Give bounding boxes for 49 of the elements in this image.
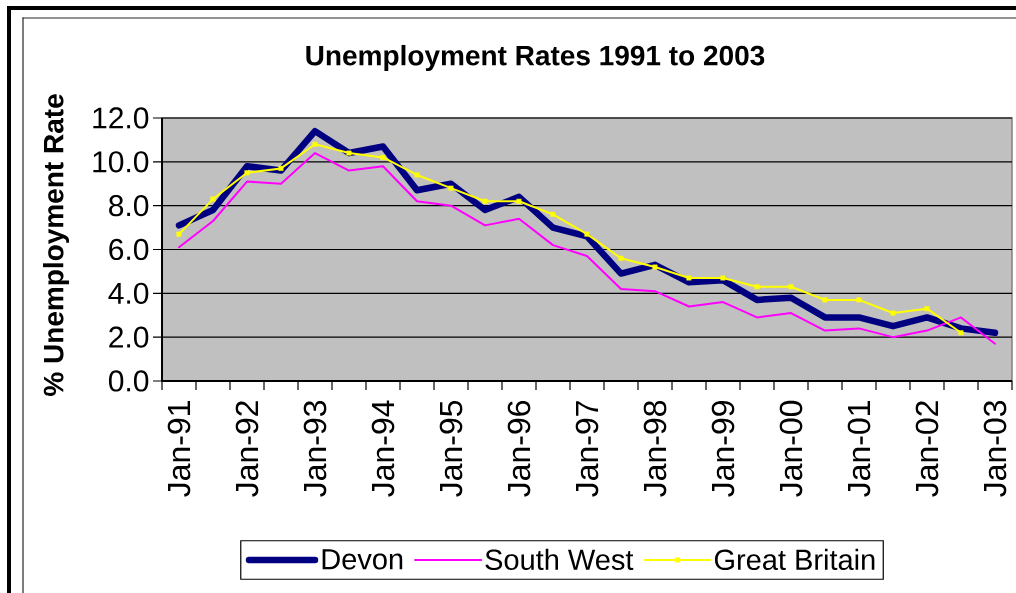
point	[244, 170, 250, 176]
legend-label: Great Britain	[714, 548, 875, 571]
point	[754, 284, 760, 290]
x-tick-label: Jan-96	[507, 400, 531, 497]
point	[856, 297, 862, 303]
legend-label: South West	[485, 548, 634, 571]
x-tick-label: Jan-00	[779, 400, 803, 497]
chart-title: Unemployment Rates 1991 to 2003	[306, 44, 765, 72]
point	[176, 231, 182, 237]
point	[958, 330, 964, 336]
point	[312, 141, 318, 147]
x-tick-label: Jan-91	[167, 401, 191, 497]
point	[720, 275, 726, 281]
point	[924, 306, 930, 312]
x-tick-label: Jan-94	[371, 400, 395, 497]
y-axis-title: % Unemployment Rate	[42, 94, 70, 396]
point	[482, 198, 488, 204]
y-tick-label: 0.0	[108, 370, 149, 392]
y-tick-label: 8.0	[109, 195, 149, 217]
point	[380, 154, 386, 160]
x-tick-label: Jan-93	[303, 400, 327, 497]
y-tick-label: 10.0	[93, 151, 149, 173]
x-tick-label: Jan-99	[711, 401, 735, 497]
y-tick-label: 12.0	[93, 107, 149, 129]
x-tick-label: Jan-92	[235, 401, 259, 497]
point	[788, 284, 794, 290]
point	[278, 165, 284, 171]
point	[652, 264, 658, 270]
x-tick-label: Jan-01	[847, 401, 871, 497]
point	[210, 196, 216, 202]
point	[516, 198, 522, 204]
x-tick-label: Jan-97	[575, 401, 599, 497]
x-tick-label: Jan-03	[983, 400, 1007, 497]
y-tick-label: 6.0	[109, 238, 149, 261]
point	[686, 275, 692, 281]
point	[346, 150, 352, 156]
point	[822, 297, 828, 303]
x-tick-label: Jan-02	[915, 401, 939, 497]
point	[618, 255, 624, 261]
y-tick-label: 4.0	[108, 282, 149, 304]
point	[448, 185, 454, 191]
point	[584, 231, 590, 237]
point	[890, 310, 896, 316]
x-tick-label: Jan-98	[643, 400, 667, 497]
point	[550, 211, 556, 217]
point	[414, 172, 420, 178]
x-tick-label: Jan-95	[439, 400, 463, 497]
y-tick-label: 2.0	[109, 326, 149, 348]
legend-label: Devon	[322, 549, 403, 570]
